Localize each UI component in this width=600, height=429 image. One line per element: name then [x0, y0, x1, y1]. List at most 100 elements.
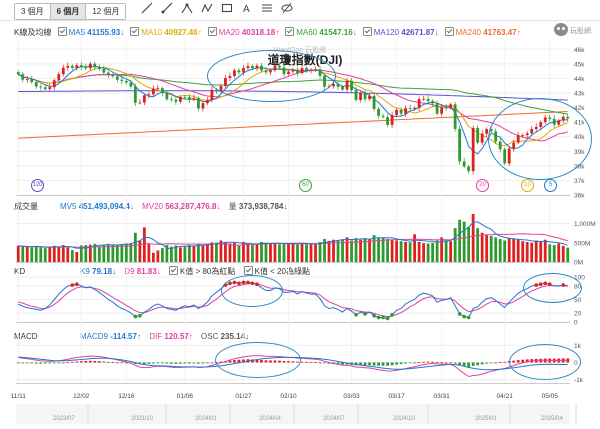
ma20-line [18, 69, 568, 142]
volume-bar [160, 248, 164, 262]
volume-bar [142, 227, 146, 262]
rule-low-checkbox[interactable] [243, 266, 253, 275]
osc-bar [305, 361, 308, 363]
fibonacci-tool-icon[interactable] [258, 2, 275, 17]
month-tick: 2024/10 [393, 416, 415, 422]
node-tool-icon[interactable] [178, 2, 195, 17]
volume-bar [372, 235, 376, 262]
ray-tool-icon[interactable] [158, 2, 175, 17]
ma-checkbox[interactable] [57, 27, 67, 36]
rule-high-checkbox[interactable] [169, 266, 179, 275]
candle-body [332, 83, 335, 87]
candle-body [480, 133, 484, 143]
osc-bar [111, 362, 115, 363]
volume-bar [97, 246, 101, 262]
osc-bar [169, 362, 173, 364]
osc-bar [390, 362, 394, 366]
k9-line [18, 281, 568, 319]
multi-node-tool-icon[interactable] [198, 2, 215, 17]
osc-bar [314, 362, 317, 363]
volume-bar [345, 237, 349, 262]
volume-bar [476, 228, 480, 262]
osc-bar [516, 360, 520, 363]
volume-tick: 500M [574, 240, 590, 247]
volume-bar [296, 244, 299, 262]
date-tick: 03/17 [388, 393, 405, 400]
ma-checkbox[interactable] [130, 27, 140, 36]
volume-bar [129, 243, 133, 262]
candle-body [314, 69, 317, 71]
ma-legend-ma60[interactable]: MA60 41547.16↓ [285, 27, 357, 37]
month-strip [16, 404, 570, 424]
volume-bar [66, 247, 70, 262]
osc-bar [512, 360, 516, 363]
volume-bar [61, 245, 65, 262]
candle-body [66, 65, 70, 68]
candle-body [30, 79, 34, 83]
volume-bar [291, 243, 295, 262]
volume-bar [327, 240, 331, 262]
badge-ma60[interactable]: 60 [299, 179, 312, 192]
candle-body [372, 95, 376, 109]
logo-face-icon [554, 23, 568, 36]
ma-legend-ma120[interactable]: MA120 42671.87↓ [362, 27, 439, 37]
kd-tick: 50 [574, 297, 582, 304]
period-12m-button[interactable]: 12 個月 [86, 4, 126, 19]
osc-bar [525, 359, 529, 363]
kd-red-dot [250, 281, 255, 286]
ma-legend-items: MA5 41155.93↓ MA10 40927.46↑ MA20 40318.18… [57, 27, 527, 37]
ma-legend-ma5[interactable]: MA5 41155.93↓ [57, 27, 124, 37]
volume-bar [507, 238, 511, 262]
kd-lines [18, 281, 568, 319]
volume-bar [156, 250, 160, 262]
osc-bar [431, 361, 435, 363]
candle-body [138, 102, 142, 104]
osc-bar [147, 362, 151, 364]
osc-bar [386, 362, 389, 366]
osc-bar [372, 362, 376, 366]
period-3m-button[interactable]: 3 個月 [15, 4, 51, 19]
volume-bar [300, 242, 304, 262]
ma-legend-ma240[interactable]: MA240 41763.47↑ [444, 27, 521, 37]
text-tool-icon[interactable]: A [238, 2, 255, 17]
osc-bar [467, 362, 471, 368]
volume-bar [282, 243, 286, 262]
volume-bar [525, 242, 529, 262]
date-tick: 12/02 [73, 393, 90, 400]
osc-bar [34, 362, 38, 364]
osc-value: OSC 235.14↓ [201, 332, 250, 341]
osc-bar [480, 362, 484, 365]
volume-bar [377, 237, 380, 262]
ma-checkbox[interactable] [285, 27, 295, 36]
candle-body [341, 86, 344, 90]
period-6m-button[interactable]: 6 個月 [50, 4, 87, 19]
candle-body [336, 83, 340, 87]
ma-checkbox[interactable] [362, 27, 372, 36]
ma-checkbox[interactable] [207, 27, 217, 36]
ma-checkbox[interactable] [444, 27, 454, 36]
ma-legend-ma10[interactable]: MA10 40927.46↑ [130, 27, 202, 37]
volume-bar [350, 240, 353, 262]
line-tool-icon[interactable] [138, 2, 155, 17]
volume-bar [449, 241, 453, 262]
candle-body [192, 98, 196, 100]
badge-ma120[interactable]: 120 [31, 179, 44, 192]
hide-drawings-icon[interactable] [278, 2, 295, 17]
badge-ma5[interactable]: 5 [544, 179, 557, 192]
osc-bar [120, 362, 124, 364]
badge-ma20[interactable]: 20 [476, 179, 489, 192]
candle-body [548, 117, 552, 119]
osc-bar [449, 362, 453, 364]
osc-bar [165, 362, 169, 364]
box-tool-icon[interactable] [218, 2, 235, 17]
ma-legend-ma20[interactable]: MA20 40318.18↑ [207, 27, 279, 37]
candle-body [206, 99, 209, 104]
osc-bar [395, 362, 398, 365]
volume-bar [395, 240, 398, 262]
volume-bar [242, 242, 245, 262]
candle-body [282, 67, 286, 75]
badge-ma10[interactable]: 10 [521, 179, 534, 192]
volume-bar [336, 240, 340, 262]
volume-bar [16, 245, 20, 262]
candle-body [260, 65, 263, 71]
